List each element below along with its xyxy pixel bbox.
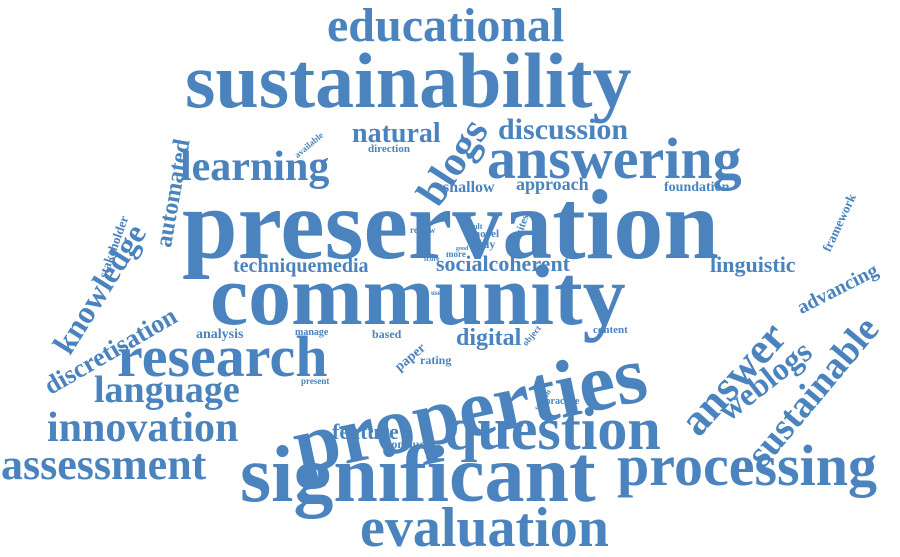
word-manage: manage	[295, 327, 329, 338]
word-based: based	[372, 327, 402, 341]
word-linguistic: linguistic	[710, 252, 796, 277]
word-feature: feature	[332, 419, 399, 444]
word-user: user	[431, 289, 444, 297]
word-question: question	[444, 396, 661, 462]
word-answering: answering	[487, 126, 742, 191]
word-techniquemedia: techniquemedia	[233, 255, 369, 277]
word-good: good	[456, 246, 469, 252]
word-analysis: analysis	[196, 327, 244, 342]
word-research: research	[117, 324, 328, 389]
word-present: present	[301, 376, 330, 386]
word-sustainability: sustainability	[185, 37, 632, 124]
word-evaluation: evaluation	[360, 497, 609, 557]
word-community: community	[210, 247, 626, 343]
word-preservation: preservation	[182, 169, 719, 280]
word-natural: natural	[352, 118, 441, 149]
word-significant: significant	[240, 431, 596, 519]
word-conclude: conclude	[386, 437, 432, 451]
word-socialcoherent: socialcoherent	[436, 251, 571, 276]
word-advancing: advancing	[793, 259, 882, 319]
word-score: score	[424, 255, 440, 263]
word-processing: processing	[617, 433, 877, 498]
word-digital: digital	[456, 325, 522, 351]
word-more: more	[446, 249, 466, 259]
word-body: body	[470, 237, 496, 251]
word-foundation: foundation	[664, 180, 730, 195]
word-shallow: shallow	[443, 179, 495, 196]
word-approach: approach	[516, 174, 589, 194]
word-result: result	[463, 222, 483, 231]
word-novel: novel	[474, 228, 500, 240]
word-review: review	[410, 225, 436, 235]
word-discussion: discussion	[498, 113, 629, 146]
word-learning: learning	[180, 144, 330, 190]
word-language: language	[94, 369, 240, 411]
word-rating: rating	[420, 353, 452, 367]
word-innovation: innovation	[47, 405, 239, 451]
word-practice: practice	[545, 396, 580, 407]
word-framework: framework	[819, 191, 859, 254]
word-direction: direction	[368, 143, 410, 155]
word-assessment: assessment	[1, 440, 207, 489]
word-content: content	[593, 324, 628, 336]
word-educational: educational	[327, 0, 565, 52]
